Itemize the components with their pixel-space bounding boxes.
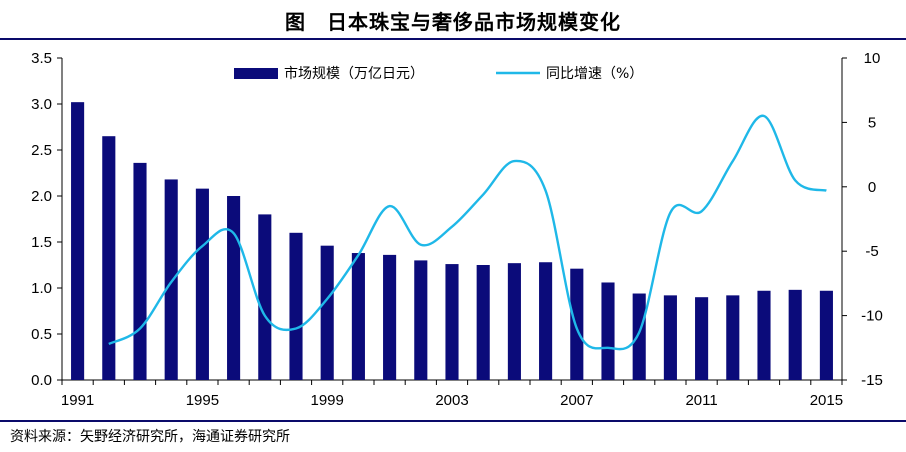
left-tick-label: 2.5 xyxy=(31,142,52,159)
title-bar: 图 日本珠宝与奢侈品市场规模变化 xyxy=(0,0,906,40)
bar-1995 xyxy=(195,188,209,380)
bar-1996 xyxy=(227,196,241,380)
source-divider xyxy=(0,420,906,422)
bar-2009 xyxy=(632,293,646,380)
left-tick-label: 3.5 xyxy=(31,50,52,67)
chart-title: 图 日本珠宝与奢侈品市场规模变化 xyxy=(285,10,621,34)
bar-1997 xyxy=(258,214,272,380)
chart: 0.0 0.5 1.0 1.5 2.0 2.5 3.0 3.5 -15 -10 -5 0 5 10 1991… xyxy=(31,50,883,409)
bar-1998 xyxy=(289,232,303,380)
left-tick-label: 0.5 xyxy=(31,326,52,343)
growth-rate-line xyxy=(108,114,827,351)
x-tick-label: 2003 xyxy=(435,392,468,409)
bar-1999 xyxy=(320,245,334,380)
bar-2011 xyxy=(695,297,709,380)
left-tick-label: 2.0 xyxy=(31,188,52,205)
right-tick-label: 5 xyxy=(868,114,876,131)
x-tick-label: 2011 xyxy=(685,392,717,409)
bar-2014 xyxy=(788,289,802,380)
bar-2015 xyxy=(819,290,833,380)
right-tick-label: -10 xyxy=(861,308,883,325)
bar-2002 xyxy=(414,260,428,380)
bar-1993 xyxy=(133,162,147,380)
bar-1994 xyxy=(164,179,178,380)
left-tick-label: 3.0 xyxy=(31,96,52,113)
bar-2000 xyxy=(351,253,365,380)
right-tick-label: 10 xyxy=(864,50,881,67)
bar-2005 xyxy=(507,263,521,380)
bar-2010 xyxy=(663,295,677,380)
right-tick-label: -15 xyxy=(861,372,883,389)
x-tick-label: 1995 xyxy=(186,392,219,409)
left-tick-label: 0.0 xyxy=(31,372,52,389)
right-tick-label: -5 xyxy=(865,243,878,260)
bar-2007 xyxy=(570,268,584,380)
right-tick-label: 0 xyxy=(868,179,876,196)
legend-bar-swatch xyxy=(234,68,278,79)
left-tick-label: 1.5 xyxy=(31,234,52,251)
bar-2004 xyxy=(476,265,490,380)
legend-bar-label: 市场规模（万亿日元） xyxy=(284,65,424,82)
left-tick-label: 1.0 xyxy=(31,280,52,297)
bar-2013 xyxy=(757,290,771,380)
x-tick-label: 1999 xyxy=(311,392,344,409)
x-tick-label: 2015 xyxy=(810,392,843,409)
source-note: 资料来源：矢野经济研究所，海通证券研究所 xyxy=(10,429,290,445)
x-tick-label: 1991 xyxy=(61,392,94,409)
bar-2001 xyxy=(383,254,397,380)
bar-2008 xyxy=(601,282,615,380)
bar-1992 xyxy=(102,136,116,380)
bar-2012 xyxy=(726,295,740,380)
bar-2006 xyxy=(539,262,553,380)
x-tick-label: 2007 xyxy=(560,392,593,409)
bar-1991 xyxy=(71,102,85,380)
bar-2003 xyxy=(445,264,459,380)
legend-line-label: 同比增速（%） xyxy=(546,66,643,82)
